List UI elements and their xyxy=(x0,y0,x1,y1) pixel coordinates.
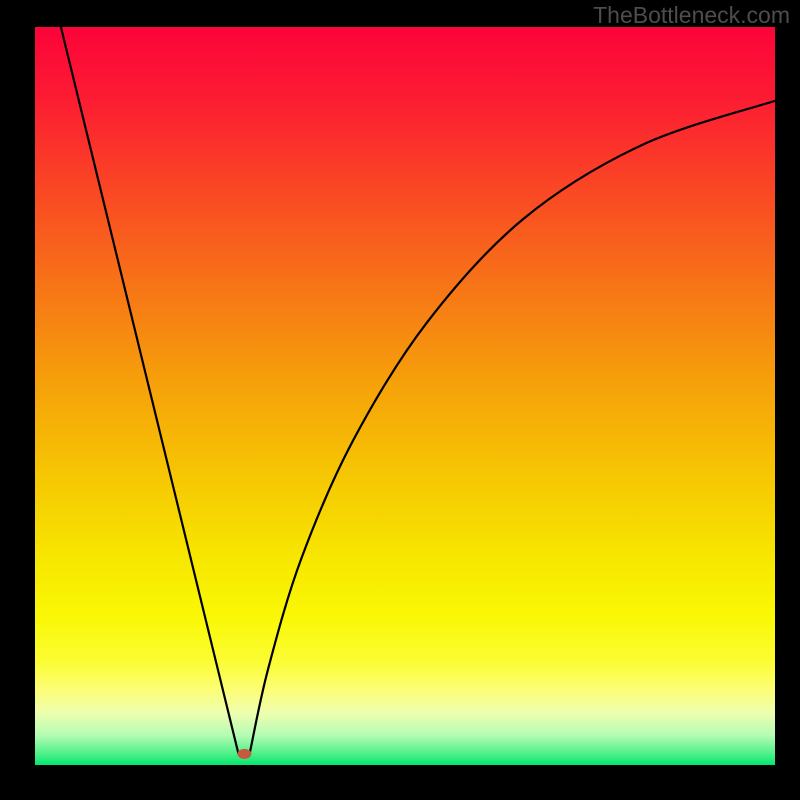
chart-container: TheBottleneck.com xyxy=(0,0,800,800)
bottleneck-chart xyxy=(0,0,800,800)
valley-marker xyxy=(237,749,251,759)
watermark-text: TheBottleneck.com xyxy=(593,2,790,29)
plot-gradient-background xyxy=(35,27,775,765)
